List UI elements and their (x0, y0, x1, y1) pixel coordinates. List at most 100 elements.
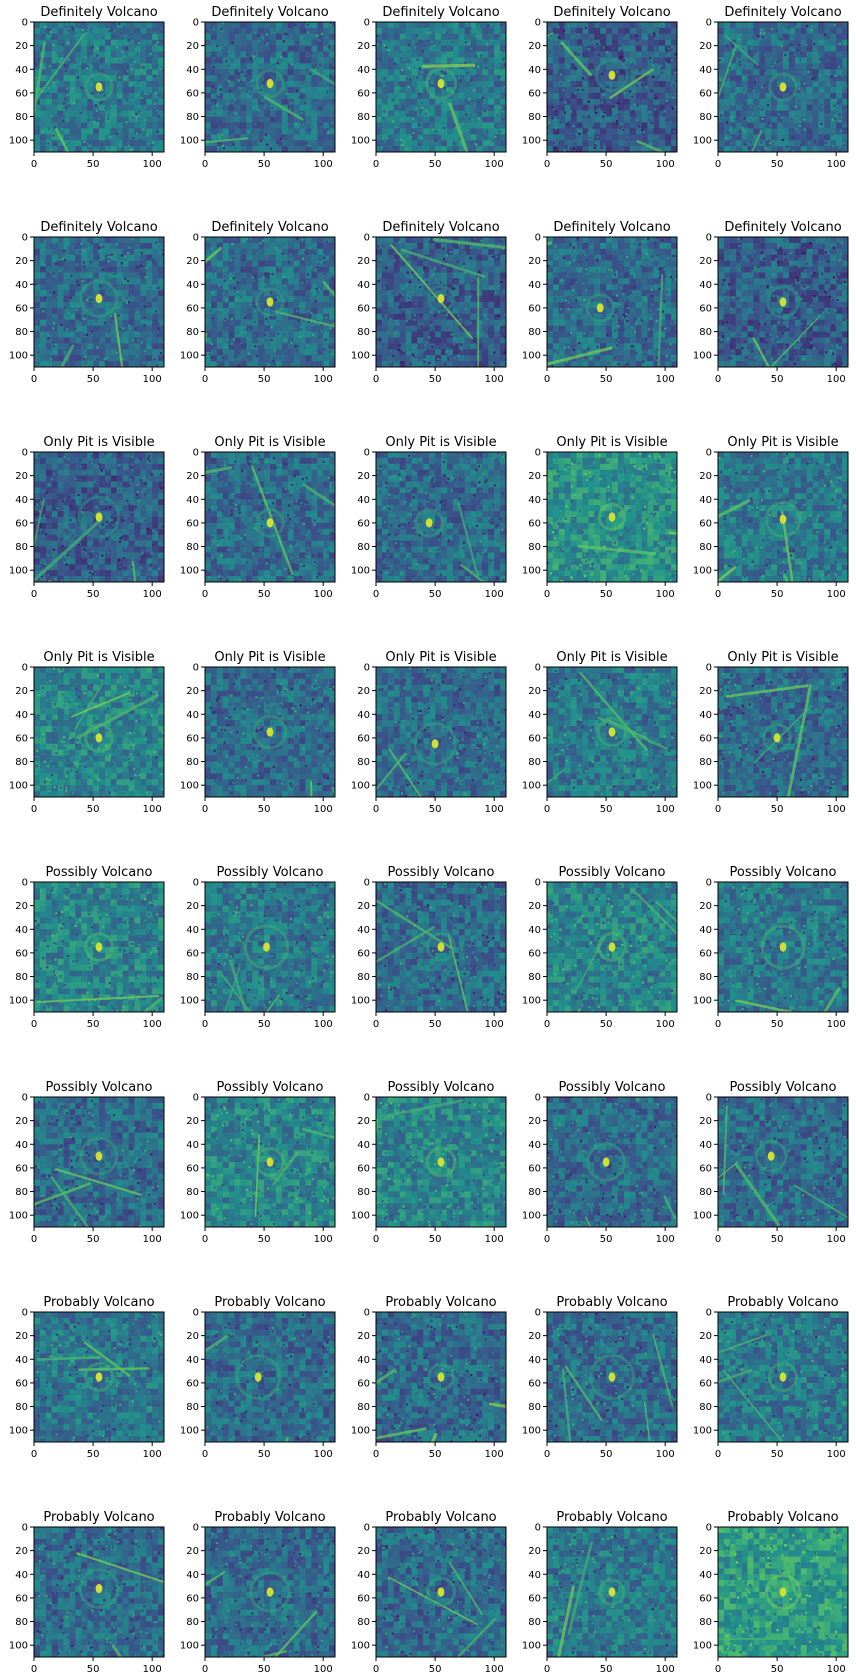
y-tick-label: 80 (357, 757, 370, 768)
y-tick-label: 80 (357, 1187, 370, 1198)
axes-frame (204, 1311, 336, 1443)
y-tick-label: 0 (706, 1093, 712, 1104)
axes-frame (375, 1311, 507, 1443)
y-tick-label: 60 (528, 88, 541, 99)
image-heatmap (34, 882, 164, 1012)
x-tick-label: 0 (373, 1664, 379, 1675)
x-tick-label: 0 (544, 374, 550, 385)
subplot-panel: Only Pit is Visible 0 50 100 0 20 40 60 80 100 (9, 435, 165, 600)
y-tick-label: 60 (186, 948, 199, 959)
axes-frame (204, 1526, 336, 1658)
volcano-pit-marker (425, 518, 433, 528)
y-tick-label: 40 (699, 495, 712, 506)
y-tick-label: 100 (9, 996, 28, 1007)
y-tick-label: 60 (15, 303, 28, 314)
axes-frame (375, 21, 507, 153)
panel-title: Definitely Volcano (40, 220, 157, 235)
y-tick-label: 100 (351, 996, 370, 1007)
y-tick-label: 40 (528, 1140, 541, 1151)
y-tick-label: 40 (357, 710, 370, 721)
subplot-panel: Possibly Volcano 0 50 100 0 20 40 60 80 100 (693, 865, 849, 1030)
y-tick-label: 0 (193, 18, 199, 29)
panel-title: Probably Volcano (556, 1295, 667, 1310)
y-tick-label: 80 (15, 972, 28, 983)
y-tick-label: 0 (364, 448, 370, 459)
x-tick-label: 0 (31, 159, 37, 170)
y-tick-label: 20 (699, 1331, 712, 1342)
y-tick-label: 60 (699, 303, 712, 314)
volcano-pit-marker (608, 70, 616, 80)
y-tick-label: 80 (699, 1187, 712, 1198)
y-tick-label: 60 (15, 733, 28, 744)
x-tick-label: 0 (373, 1234, 379, 1245)
x-tick-label: 100 (143, 374, 162, 385)
panel-title: Only Pit is Visible (385, 435, 496, 450)
y-tick-label: 60 (186, 1593, 199, 1604)
volcano-pit-marker (263, 942, 270, 952)
subplot-panel: Probably Volcano 0 50 100 0 20 40 60 80 100 (693, 1295, 849, 1460)
subplot-panel: Only Pit is Visible 0 50 100 0 20 40 60 80 100 (351, 435, 507, 600)
x-tick-label: 100 (656, 1234, 675, 1245)
x-tick-label: 50 (258, 589, 271, 600)
y-tick-label: 100 (522, 1426, 541, 1437)
image-heatmap (718, 22, 848, 152)
y-tick-label: 20 (528, 901, 541, 912)
y-tick-label: 0 (22, 1093, 28, 1104)
y-tick-label: 0 (706, 1308, 712, 1319)
x-tick-label: 50 (771, 589, 784, 600)
y-tick-label: 20 (357, 41, 370, 52)
y-tick-label: 0 (364, 1308, 370, 1319)
x-tick-label: 0 (202, 804, 208, 815)
subplot-panel: Only Pit is Visible 0 50 100 0 20 40 60 80 100 (522, 435, 678, 600)
panel-title: Definitely Volcano (724, 220, 841, 235)
y-tick-label: 40 (528, 1570, 541, 1581)
y-tick-label: 100 (351, 1211, 370, 1222)
y-tick-label: 60 (699, 1593, 712, 1604)
axes-frame (375, 1526, 507, 1658)
x-tick-label: 0 (544, 589, 550, 600)
y-tick-label: 80 (699, 1617, 712, 1628)
x-tick-label: 50 (429, 804, 442, 815)
y-tick-label: 20 (699, 901, 712, 912)
x-tick-label: 100 (143, 804, 162, 815)
image-heatmap (205, 1527, 335, 1657)
y-tick-label: 20 (15, 41, 28, 52)
subplot-panel: Only Pit is Visible 0 50 100 0 20 40 60 80 100 (351, 650, 507, 815)
y-tick-label: 60 (186, 518, 199, 529)
panel-title: Only Pit is Visible (214, 435, 325, 450)
y-tick-label: 40 (15, 65, 28, 76)
y-tick-label: 0 (706, 233, 712, 244)
x-tick-label: 100 (485, 1449, 504, 1460)
panel-title: Probably Volcano (214, 1295, 325, 1310)
y-tick-label: 0 (22, 878, 28, 889)
x-tick-label: 100 (656, 1019, 675, 1030)
y-tick-label: 60 (357, 948, 370, 959)
subplot-panel: Definitely Volcano 0 50 100 0 20 40 60 80 100 (522, 220, 678, 385)
x-tick-label: 0 (373, 1019, 379, 1030)
image-heatmap (547, 882, 677, 1012)
x-tick-label: 50 (87, 1019, 100, 1030)
x-tick-label: 100 (827, 804, 846, 815)
subplot-panel: Probably Volcano 0 50 100 0 20 40 60 80 100 (9, 1510, 165, 1675)
y-tick-label: 0 (364, 1093, 370, 1104)
image-heatmap (547, 22, 677, 152)
y-tick-label: 40 (357, 495, 370, 506)
x-tick-label: 0 (544, 1664, 550, 1675)
x-tick-label: 100 (314, 374, 333, 385)
y-tick-label: 60 (699, 88, 712, 99)
y-tick-label: 0 (193, 878, 199, 889)
axes-frame (717, 1096, 849, 1228)
x-tick-label: 0 (373, 1449, 379, 1460)
y-tick-label: 40 (186, 1355, 199, 1366)
subplot-panel: Only Pit is Visible 0 50 100 0 20 40 60 80 100 (180, 435, 336, 600)
y-tick-label: 60 (357, 733, 370, 744)
subplot-panel: Possibly Volcano 0 50 100 0 20 40 60 80 100 (9, 1080, 165, 1245)
image-heatmap (34, 667, 164, 797)
y-tick-label: 40 (699, 1140, 712, 1151)
y-tick-label: 40 (15, 1570, 28, 1581)
image-heatmap (547, 1527, 677, 1657)
panel-title: Only Pit is Visible (385, 650, 496, 665)
x-tick-label: 100 (485, 1019, 504, 1030)
y-tick-label: 100 (180, 1426, 199, 1437)
x-tick-label: 0 (31, 1234, 37, 1245)
